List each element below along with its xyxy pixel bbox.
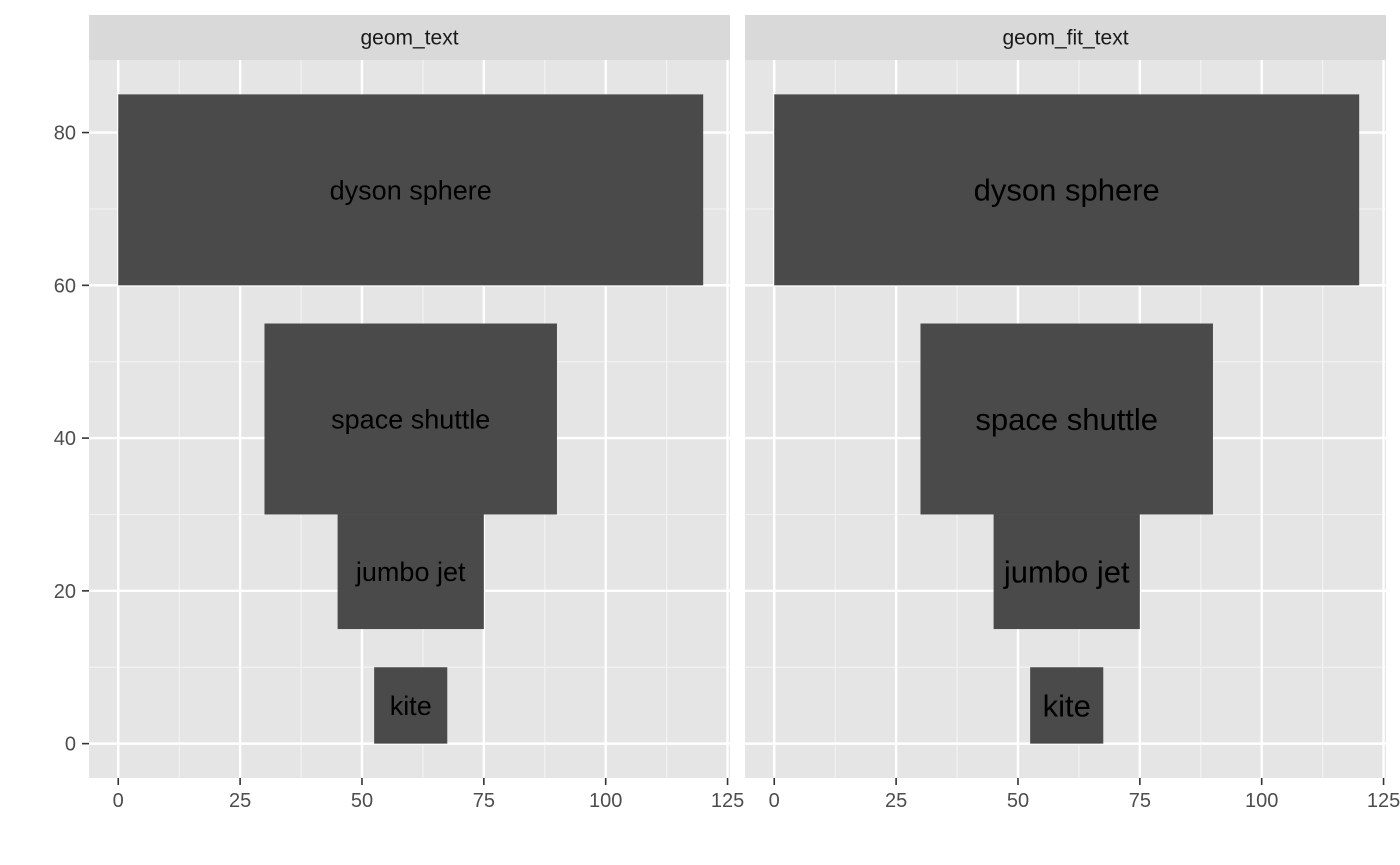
bar-space-shuttle — [264, 323, 557, 515]
x-tick-label: 0 — [769, 790, 780, 812]
bar-label-space-shuttle: space shuttle — [331, 404, 490, 434]
bar-space-shuttle — [920, 323, 1213, 515]
bar-dyson-sphere — [118, 94, 704, 286]
bar-label-dyson-sphere: dyson sphere — [974, 173, 1160, 208]
y-tick-label: 80 — [54, 123, 76, 145]
bar-label-jumbo-jet: jumbo jet — [355, 557, 466, 587]
x-tick-label: 100 — [1245, 790, 1278, 812]
facet-strip-label: geom_text — [360, 27, 458, 50]
x-tick-label: 25 — [885, 790, 907, 812]
x-tick-label: 100 — [589, 790, 622, 812]
bar-label-dyson-sphere: dyson sphere — [330, 175, 492, 205]
bar-kite — [374, 667, 448, 744]
bar-label-kite: kite — [390, 691, 432, 721]
bar-label-jumbo-jet: jumbo jet — [1003, 555, 1130, 590]
bar-jumbo-jet — [993, 514, 1140, 630]
bar-label-kite: kite — [1043, 688, 1091, 723]
facet-strip-label: geom_fit_text — [1002, 27, 1128, 50]
x-tick-label: 125 — [711, 790, 744, 812]
x-tick-label: 75 — [1129, 790, 1151, 812]
bar-dyson-sphere — [774, 94, 1360, 286]
y-tick-label: 60 — [54, 275, 76, 297]
bar-jumbo-jet — [337, 514, 484, 630]
facet-strip — [89, 15, 730, 60]
x-tick-label: 0 — [113, 790, 124, 812]
y-tick-label: 0 — [65, 734, 76, 756]
x-tick-label: 125 — [1367, 790, 1400, 812]
x-tick-label: 75 — [473, 790, 495, 812]
x-tick-label: 50 — [351, 790, 373, 812]
bar-label-space-shuttle: space shuttle — [975, 402, 1158, 437]
facet-strip — [745, 15, 1386, 60]
y-tick-label: 40 — [54, 428, 76, 450]
y-tick-label: 20 — [54, 581, 76, 603]
bar-kite — [1030, 667, 1104, 744]
x-tick-label: 25 — [229, 790, 251, 812]
x-tick-label: 50 — [1007, 790, 1029, 812]
